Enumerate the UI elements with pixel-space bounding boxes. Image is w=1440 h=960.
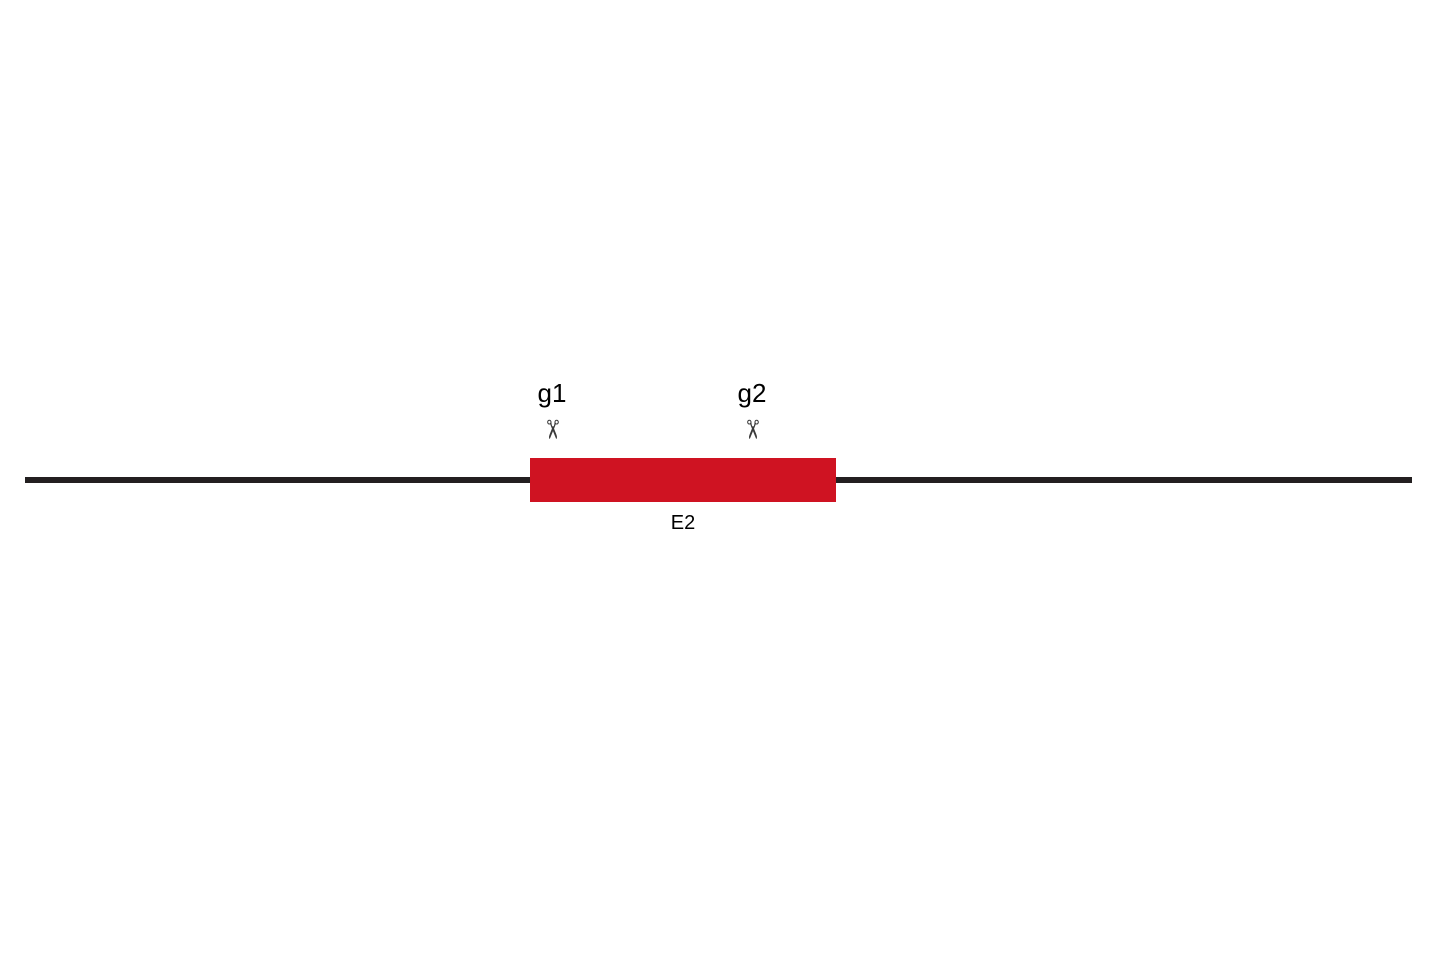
gene-diagram: E2 g1 ✂ g2 ✂ xyxy=(0,0,1440,960)
scissors-icon: ✂ xyxy=(537,390,568,470)
exon-label: E2 xyxy=(530,512,836,535)
scissors-icon: ✂ xyxy=(737,390,768,470)
exon-box xyxy=(530,458,836,502)
genome-line-left xyxy=(25,477,530,483)
genome-line-right xyxy=(836,477,1412,483)
